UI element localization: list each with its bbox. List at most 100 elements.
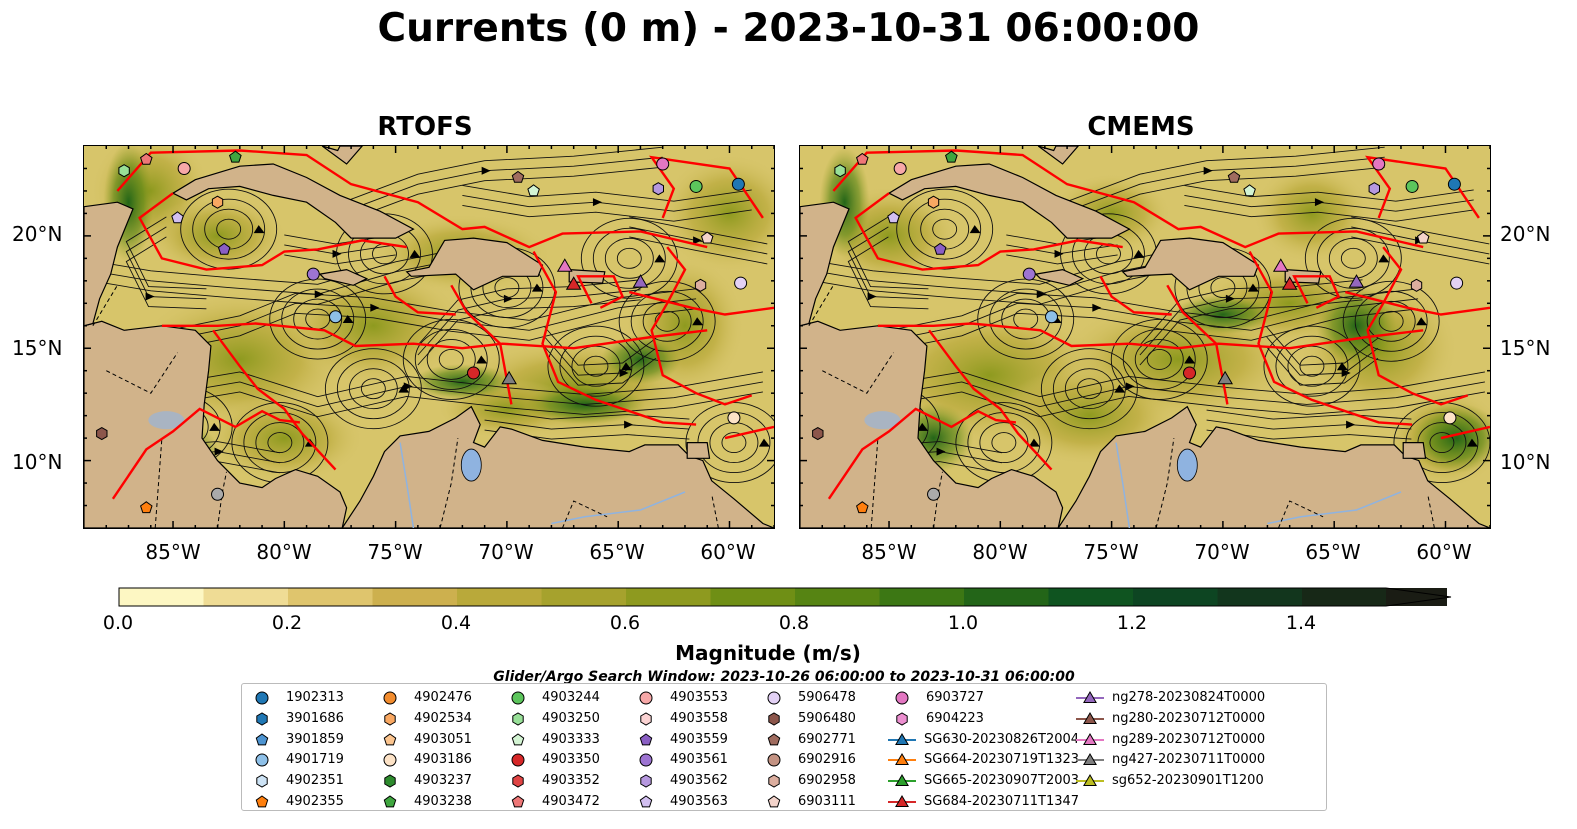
hexagon-marker-icon	[256, 774, 268, 788]
legend-marker	[512, 774, 524, 788]
land-mass	[686, 442, 711, 459]
legend-triangle	[1083, 732, 1097, 745]
legend-label: SG684-20230711T1347	[924, 794, 1080, 809]
lon-label-75w-rtofs: 75°W	[367, 540, 423, 564]
legend-label: 6902916	[798, 752, 856, 768]
legend-item: 3901686	[254, 709, 374, 729]
glider-marker	[1281, 276, 1298, 290]
legend-label: 6902771	[798, 731, 856, 747]
legend-marker	[768, 774, 780, 788]
legend-marker	[383, 753, 397, 767]
argo-float-marker	[467, 366, 481, 380]
pentagon-marker-icon	[767, 795, 781, 808]
river	[1115, 442, 1131, 528]
colorbar-tick: 0.8	[778, 612, 810, 634]
argo-float-marker	[211, 195, 224, 209]
lon-label-75w-cmems: 75°W	[1083, 540, 1139, 564]
lat-label-10n-left: 10°N	[12, 450, 63, 474]
glider-marker	[1348, 274, 1365, 288]
triangle-marker-icon	[888, 774, 916, 787]
argo-float-marker	[893, 161, 907, 175]
river	[551, 491, 686, 525]
legend-item: 4903559	[638, 730, 758, 750]
legend-item: SG630-20230826T2004	[888, 730, 1079, 750]
hexagon-marker-icon	[512, 712, 524, 726]
legend-label: ng278-20230824T0000	[1112, 690, 1266, 705]
argo-float-marker	[694, 278, 707, 292]
colorbar-tick: 0.6	[609, 612, 641, 634]
argo-float-marker	[731, 177, 745, 191]
legend-item: 5906480	[766, 709, 886, 729]
legend-label: 4901719	[286, 752, 344, 768]
legend-item: 4903561	[638, 750, 758, 770]
legend-label: 4903559	[670, 731, 728, 747]
argo-float-marker	[96, 427, 108, 441]
colorbar-tick: 1.2	[1116, 612, 1148, 634]
legend-item: 4903563	[638, 792, 758, 812]
legend-triangle	[1083, 691, 1097, 703]
legend-item: 4902355	[254, 792, 374, 812]
argo-float-marker	[927, 487, 941, 501]
legend-item: 4903472	[510, 792, 630, 812]
legend-label: 4903250	[542, 710, 600, 726]
legend-label: 5906480	[798, 710, 856, 726]
legend-item: 6904223	[894, 709, 1074, 729]
circle-marker-icon	[255, 753, 269, 767]
legend-triangle	[1083, 711, 1097, 724]
legend-label: 4903472	[542, 794, 600, 809]
legend-label: 4903562	[670, 773, 728, 789]
legend-label: 6902958	[798, 773, 856, 789]
argo-float-marker	[329, 310, 343, 324]
legend-label: 4903350	[542, 752, 600, 768]
legend-item: 5906478	[766, 688, 886, 708]
glider-marker	[556, 258, 573, 272]
circle-marker-icon	[511, 691, 525, 705]
legend-item: 6903111	[766, 792, 886, 812]
lon-label-70w-cmems: 70°W	[1194, 540, 1250, 564]
legend-marker	[895, 691, 909, 705]
colorbar-segment	[203, 588, 289, 606]
legend-marker	[639, 691, 653, 705]
argo-float-marker	[1368, 182, 1380, 196]
argo-float-marker	[229, 150, 242, 163]
hexagon-marker-icon	[896, 712, 908, 726]
lat-label-10n-right: 10°N	[1500, 450, 1551, 474]
argo-float-marker	[1183, 366, 1197, 380]
colorbar-segment	[119, 588, 204, 606]
map-cmems[interactable]	[799, 145, 1491, 529]
legend-marker	[383, 795, 397, 808]
triangle-marker-icon	[1076, 753, 1104, 766]
map-rtofs[interactable]	[83, 145, 775, 529]
legend-triangle	[895, 795, 909, 807]
land-mass	[887, 163, 1131, 239]
argo-float-marker	[652, 182, 664, 196]
hexagon-marker-icon	[640, 774, 652, 788]
colorbar-segment	[457, 588, 542, 606]
argo-float-marker	[140, 152, 153, 165]
legend-marker	[767, 732, 781, 745]
colorbar-segment	[964, 588, 1049, 606]
legend-item: ng427-20230711T0000	[1076, 750, 1312, 770]
legend-label: 4903333	[542, 731, 600, 747]
argo-float-marker	[217, 242, 231, 255]
legend-item: SG664-20230719T1323	[888, 750, 1079, 770]
triangle-marker-icon	[1076, 691, 1104, 703]
lake-nicaragua	[148, 411, 185, 430]
circle-marker-icon	[511, 753, 525, 767]
hexagon-marker-icon	[384, 712, 396, 726]
legend-marker	[767, 691, 781, 705]
legend-label: sg652-20230901T1200	[1112, 773, 1264, 789]
colorbar-outline	[118, 587, 1452, 607]
colorbar-tick: 1.4	[1285, 612, 1317, 634]
colorbar-tick: 1.0	[947, 612, 979, 634]
legend-label: 4903352	[542, 773, 600, 789]
argo-float-marker	[1022, 267, 1036, 281]
argo-float-marker	[945, 150, 958, 163]
legend-label: SG630-20230826T2004	[924, 731, 1080, 747]
triangle-marker-icon	[1076, 774, 1104, 787]
circle-marker-icon	[639, 753, 653, 767]
legend-item: 4903352	[510, 771, 630, 791]
lon-label-80w-cmems: 80°W	[972, 540, 1028, 564]
argo-float-marker	[812, 427, 824, 441]
legend-label: SG665-20230907T2003	[924, 773, 1080, 789]
